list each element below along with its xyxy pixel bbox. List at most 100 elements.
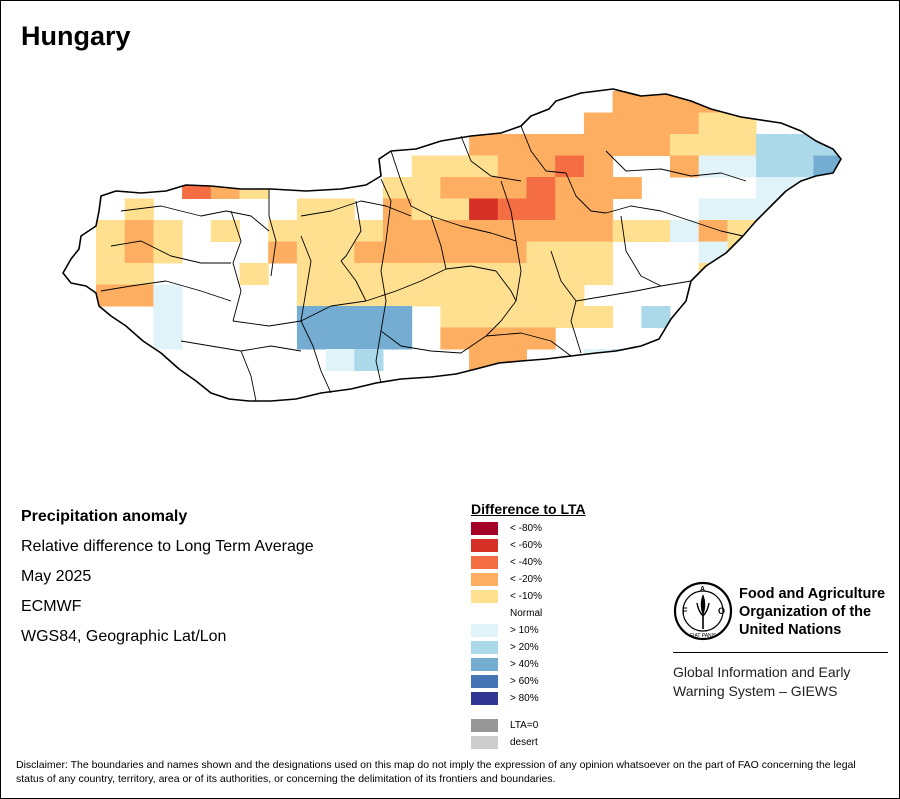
grid-cell — [497, 241, 527, 264]
grid-cell — [325, 349, 355, 371]
county-border — [110, 240, 231, 264]
grid-cell — [641, 306, 671, 328]
grid-cell — [440, 241, 470, 264]
grid-cell — [670, 220, 700, 242]
grid-cell — [641, 91, 671, 113]
grid-cell — [842, 156, 871, 178]
grid-cell — [756, 220, 786, 242]
county-border — [460, 135, 522, 182]
grid-cell — [526, 177, 556, 199]
grid-cell — [670, 349, 700, 371]
grid-cell — [612, 91, 642, 113]
legend-label: < -60% — [510, 540, 542, 551]
grid-cell — [727, 241, 757, 264]
grid-cell — [727, 284, 757, 307]
grid-cell — [124, 284, 154, 307]
county-border — [365, 265, 497, 302]
grid-cell — [96, 284, 126, 307]
grid-cell — [440, 284, 470, 307]
grid-cell — [268, 241, 298, 264]
county-border — [575, 280, 692, 302]
legend-swatch — [471, 719, 498, 732]
county-border — [230, 210, 242, 322]
grid-cell — [469, 263, 499, 285]
grid-cell — [555, 134, 585, 156]
grid-cell — [124, 220, 154, 242]
grid-cell — [182, 155, 212, 178]
legend-swatch — [471, 692, 498, 705]
grid-cell — [583, 220, 614, 242]
county-border — [605, 150, 747, 182]
grid-cell — [325, 327, 355, 350]
grid-cell — [727, 112, 757, 135]
grid-cell — [383, 198, 413, 221]
grid-cell — [497, 177, 527, 199]
grid-cell — [756, 177, 786, 199]
grid-cell — [526, 198, 556, 221]
county-border — [430, 215, 447, 270]
hungary-map — [62, 88, 899, 402]
grid-cell — [756, 284, 786, 307]
grid-cell — [469, 155, 499, 178]
info-heading: Precipitation anomaly — [21, 508, 188, 525]
county-border — [565, 172, 607, 214]
legend-title: Difference to LTA — [471, 501, 586, 517]
grid-cell — [842, 113, 871, 135]
grid-cell — [842, 285, 871, 307]
county-border — [100, 280, 232, 302]
grid-cell — [526, 241, 556, 264]
svg-text:A: A — [700, 586, 705, 593]
fao-letter-f: F — [682, 606, 688, 616]
grid-cell — [641, 370, 671, 393]
grid-cell — [124, 198, 154, 221]
grid-cell — [469, 370, 499, 393]
legend-swatch — [471, 539, 498, 552]
grid-cell — [383, 263, 413, 285]
grid-cell — [641, 220, 671, 242]
grid-cell — [698, 349, 728, 371]
grid-cell — [813, 284, 841, 307]
grid-cell — [411, 198, 441, 221]
grid-cell — [555, 155, 585, 178]
legend-swatch — [471, 675, 498, 688]
grid-cell — [612, 134, 642, 156]
county-border — [375, 330, 382, 384]
county-border — [300, 320, 332, 394]
legend-swatch — [471, 658, 498, 671]
grid-cell — [871, 242, 899, 264]
disclaimer: Disclaimer: The boundaries and names sho… — [16, 759, 856, 785]
grid-cell — [411, 241, 441, 264]
grid-cell — [871, 134, 899, 156]
grid-cell — [871, 220, 899, 242]
svg-text:FIAT PANIS: FIAT PANIS — [690, 633, 717, 639]
grid-cell — [497, 220, 527, 242]
grid-cell — [469, 306, 499, 328]
grid-cell — [813, 306, 841, 328]
grid-cell — [411, 155, 441, 178]
grid-cell — [698, 241, 728, 264]
grid-cell — [727, 263, 757, 285]
grid-cell — [153, 220, 183, 242]
map-title: Hungary — [21, 21, 131, 51]
grid-cell — [296, 284, 327, 307]
grid-cell — [813, 241, 841, 264]
grid-cell — [756, 392, 786, 401]
legend-label: < -20% — [510, 574, 542, 585]
grid-cell — [813, 177, 841, 199]
info-projection: WGS84, Geographic Lat/Lon — [21, 628, 227, 645]
grid-cell — [756, 241, 786, 264]
grid-cell — [784, 220, 814, 242]
grid-cell — [813, 327, 841, 350]
grid-cell — [641, 112, 671, 135]
grid-cell — [153, 284, 183, 307]
grid-cell — [583, 241, 614, 264]
grid-cell — [784, 306, 814, 328]
grid-cell — [526, 263, 556, 285]
grid-cell — [698, 306, 728, 328]
giews-line: Global Information and Early — [673, 664, 851, 680]
county-border — [620, 215, 662, 287]
grid-cell — [698, 198, 728, 221]
grid-cell — [583, 155, 614, 178]
grid-cell — [354, 220, 384, 242]
